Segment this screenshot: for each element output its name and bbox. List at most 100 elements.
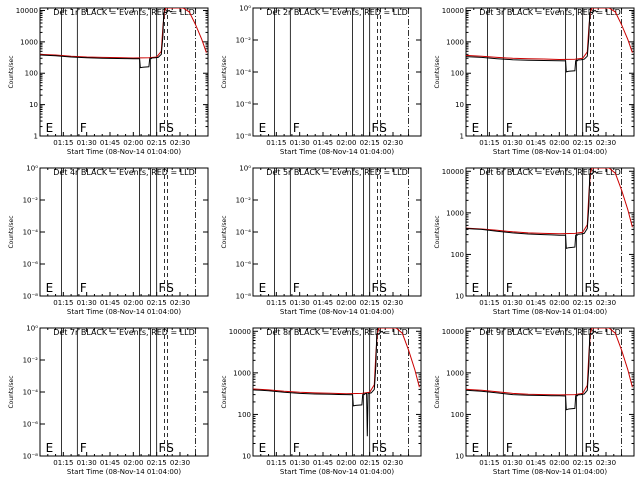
marker-label: F [371, 281, 378, 295]
x-axis-label: Start Time (08-Nov-14 01:04:00) [67, 148, 181, 156]
y-tick-label: 1000 [446, 38, 464, 46]
x-tick-label: 02:15 [573, 459, 593, 467]
y-tick-label: 10 [29, 101, 38, 109]
y-tick-label: 100 [25, 70, 38, 78]
y-tick-label: 100 [451, 70, 464, 78]
x-tick-label: 01:30 [77, 459, 97, 467]
x-tick-label: 02:15 [147, 459, 167, 467]
x-tick-label: 01:30 [503, 459, 523, 467]
lld-series-line [466, 8, 633, 61]
x-tick-label: 01:30 [290, 459, 310, 467]
y-tick-label: 10⁻⁸ [236, 293, 252, 301]
x-tick-label: 02:00 [336, 139, 356, 147]
marker-label: F [506, 281, 513, 295]
x-tick-label: 01:45 [313, 139, 333, 147]
x-tick-label: 02:15 [360, 459, 380, 467]
x-tick-label: 01:45 [100, 139, 120, 147]
x-tick-label: 01:30 [290, 139, 310, 147]
y-tick-label: 10 [455, 101, 464, 109]
x-axis-label: Start Time (08-Nov-14 01:04:00) [280, 148, 394, 156]
y-tick-label: 10⁻² [236, 197, 252, 205]
x-tick-label: 01:30 [77, 139, 97, 147]
events-series-line [40, 9, 173, 69]
x-tick-label: 02:00 [123, 459, 143, 467]
marker-label: F [584, 281, 591, 295]
x-axis-label: Start Time (08-Nov-14 01:04:00) [493, 308, 607, 316]
marker-label: F [371, 121, 378, 135]
plot-frame [252, 167, 422, 297]
x-tick-label: 01:45 [526, 139, 546, 147]
y-tick-label: 10⁻⁴ [23, 389, 39, 397]
marker-label: E [472, 441, 480, 455]
marker-label: S [379, 281, 387, 295]
x-tick-label: 01:15 [266, 139, 286, 147]
y-tick-label: 1000 [446, 209, 464, 217]
y-tick-label: 10⁰ [26, 325, 38, 333]
y-tick-label: 10⁻⁸ [23, 293, 39, 301]
marker-label: F [158, 441, 165, 455]
y-axis-label: Counts/sec [434, 55, 441, 88]
x-tick-label: 01:30 [290, 299, 310, 307]
marker-label: E [472, 121, 480, 135]
panel-title: Det 2r BLACK = Events, RED = LLD [266, 8, 408, 17]
x-tick-label: 01:15 [479, 139, 499, 147]
marker-label: F [371, 441, 378, 455]
panel-title: Det 6r BLACK = Events, RED = LLD [479, 168, 621, 177]
x-axis-label: Start Time (08-Nov-14 01:04:00) [280, 468, 394, 476]
y-tick-label: 10⁻⁶ [236, 261, 252, 269]
y-axis-label: Counts/sec [8, 55, 15, 88]
panel-1: Det 1r BLACK = Events, RED = LLD 1 10 100 10… [8, 7, 209, 156]
marker-label: F [158, 121, 165, 135]
x-axis-label: Start Time (08-Nov-14 01:04:00) [67, 308, 181, 316]
marker-label: E [259, 281, 267, 295]
y-tick-label: 10⁰ [239, 5, 251, 13]
x-tick-label: 02:30 [170, 139, 190, 147]
y-tick-label: 10000 [229, 328, 251, 336]
marker-label: S [592, 441, 600, 455]
y-tick-label: 1000 [233, 369, 251, 377]
x-tick-label: 01:30 [503, 139, 523, 147]
y-tick-label: 10⁻² [23, 197, 39, 205]
x-tick-label: 02:30 [383, 299, 403, 307]
panel-9: Det 9r BLACK = Events, RED = LLD 10 100 100… [434, 327, 635, 476]
plot-frame [252, 7, 422, 137]
x-axis-label: Start Time (08-Nov-14 01:04:00) [280, 308, 394, 316]
x-tick-label: 01:15 [266, 299, 286, 307]
x-tick-label: 01:45 [526, 299, 546, 307]
x-tick-label: 01:45 [313, 459, 333, 467]
panel-2: Det 2r BLACK = Events, RED = LLD 10⁰ 10⁻² 1… [221, 5, 422, 156]
marker-label: F [584, 441, 591, 455]
y-axis-label: Counts/sec [434, 375, 441, 408]
marker-label: F [158, 281, 165, 295]
x-tick-label: 02:00 [549, 459, 569, 467]
panel-3: Det 3r BLACK = Events, RED = LLD 1 10 100 10… [434, 7, 635, 156]
y-tick-label: 10⁻² [23, 357, 39, 365]
series-group [253, 328, 420, 437]
marker-label: E [259, 121, 267, 135]
marker-label: F [80, 441, 87, 455]
marker-label: F [293, 121, 300, 135]
y-tick-label: 100 [451, 411, 464, 419]
panel-title: Det 4r BLACK = Events, RED = LLD [53, 168, 195, 177]
events-series-line [466, 330, 599, 411]
x-tick-label: 02:00 [549, 139, 569, 147]
y-axis-label: Counts/sec [221, 215, 228, 248]
y-axis-label: Counts/sec [221, 375, 228, 408]
marker-label: E [472, 281, 480, 295]
x-axis-label: Start Time (08-Nov-14 01:04:00) [67, 468, 181, 476]
marker-label: E [46, 441, 54, 455]
series-group [40, 8, 207, 69]
marker-label: S [379, 121, 387, 135]
marker-label: S [166, 281, 174, 295]
panel-title: Det 8r BLACK = Events, RED = LLD [266, 328, 408, 337]
y-tick-label: 10⁻⁴ [23, 229, 39, 237]
x-tick-label: 02:15 [360, 139, 380, 147]
x-tick-label: 01:15 [53, 299, 73, 307]
y-tick-label: 100 [238, 411, 251, 419]
x-tick-label: 01:30 [77, 299, 97, 307]
y-tick-label: 10000 [16, 7, 38, 15]
y-tick-label: 10 [455, 453, 464, 461]
y-tick-label: 10⁻⁸ [236, 133, 252, 141]
y-tick-label: 10000 [442, 328, 464, 336]
